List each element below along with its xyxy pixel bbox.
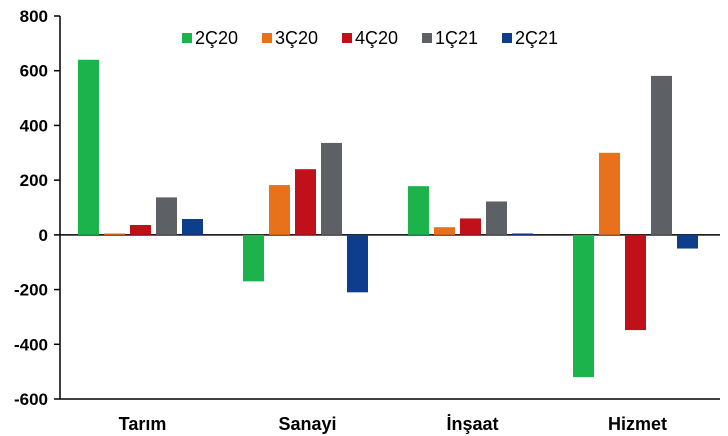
bar-1Ç21-Sanayi: [321, 142, 342, 235]
y-tick-label: -400: [14, 335, 48, 354]
bar-4Ç20-Sanayi: [295, 169, 316, 235]
legend-swatch: [502, 33, 512, 43]
x-category-label: Hizmet: [608, 414, 667, 434]
bar-2Ç20-İnşaat: [408, 186, 429, 235]
y-tick-label: -600: [14, 390, 48, 409]
bar-4Ç20-Hizmet: [625, 234, 646, 331]
legend-swatch: [342, 33, 352, 43]
legend-label: 1Ç21: [435, 28, 478, 48]
bar-1Ç21-Hizmet: [651, 75, 672, 235]
y-tick-label: -200: [14, 281, 48, 300]
bar-2Ç21-Hizmet: [677, 234, 698, 249]
y-tick-label: 800: [20, 7, 48, 26]
bar-2Ç20-Hizmet: [573, 234, 594, 378]
bar-2Ç21-İnşaat: [512, 233, 533, 235]
bar-3Ç20-Tarım: [104, 233, 125, 235]
bar-4Ç20-İnşaat: [460, 218, 481, 235]
bar-2Ç21-Tarım: [182, 218, 203, 235]
y-tick-label: 400: [20, 116, 48, 135]
y-tick-label: 0: [39, 226, 48, 245]
legend-swatch: [422, 33, 432, 43]
legend-swatch: [262, 33, 272, 43]
legend-label: 4Ç20: [355, 28, 398, 48]
x-category-label: İnşaat: [446, 414, 498, 434]
legend-label: 2Ç21: [515, 28, 558, 48]
bar-3Ç20-Hizmet: [599, 152, 620, 235]
bar-1Ç21-İnşaat: [486, 201, 507, 235]
bar-3Ç20-Sanayi: [269, 185, 290, 235]
bar-3Ç20-İnşaat: [434, 227, 455, 235]
bar-4Ç20-Tarım: [130, 225, 151, 235]
x-category-label: Tarım: [119, 414, 167, 434]
y-tick-label: 200: [20, 171, 48, 190]
legend-swatch: [182, 33, 192, 43]
bar-2Ç20-Tarım: [78, 59, 99, 235]
x-category-label: Sanayi: [278, 414, 336, 434]
bar-1Ç21-Tarım: [156, 197, 177, 235]
bar-2Ç20-Sanayi: [243, 234, 264, 282]
legend-label: 2Ç20: [195, 28, 238, 48]
legend-label: 3Ç20: [275, 28, 318, 48]
bar-2Ç21-Sanayi: [347, 234, 368, 293]
y-tick-label: 600: [20, 62, 48, 81]
